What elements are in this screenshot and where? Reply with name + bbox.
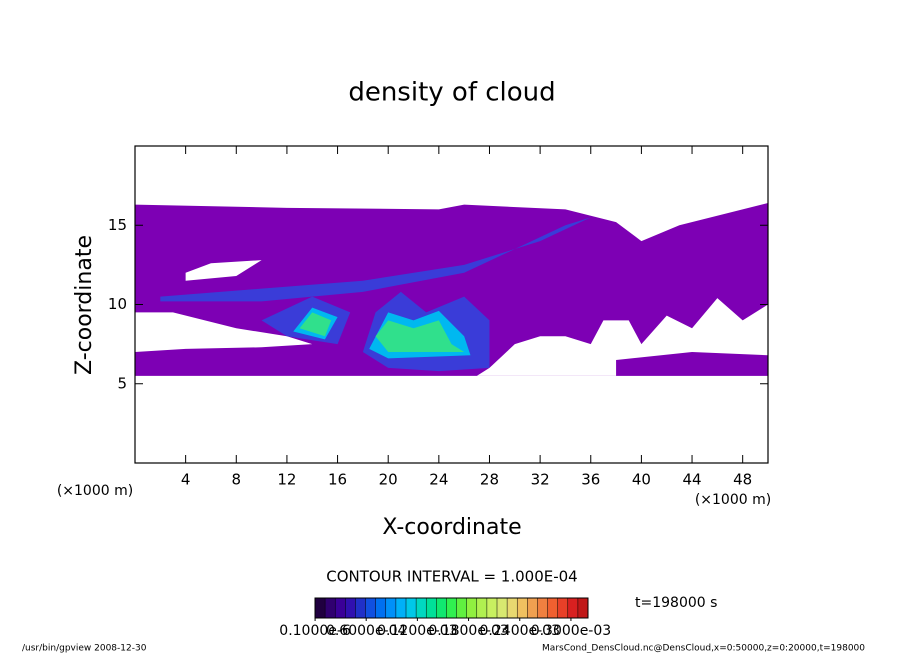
x-tick-label: 24 xyxy=(429,471,448,489)
cloud-region xyxy=(135,312,313,353)
colorbar-label: 0.3000e-03 xyxy=(531,623,611,639)
x-tick-label: 36 xyxy=(581,471,600,489)
colorbar-swatch xyxy=(547,598,558,618)
colorbar-swatch xyxy=(527,598,538,618)
field xyxy=(135,203,768,376)
x-tick-label: 20 xyxy=(379,471,398,489)
x-tick-label: 12 xyxy=(277,471,296,489)
x-axis-label: X-coordinate xyxy=(382,515,521,540)
x-tick-label: 44 xyxy=(682,471,701,489)
contour-interval: CONTOUR INTERVAL = 1.000E-04 xyxy=(326,568,577,586)
colorbar-label: 0.1000e-6 xyxy=(279,623,351,639)
colorbar-swatch xyxy=(406,598,417,618)
footer-left: /usr/bin/gpview 2008-12-30 xyxy=(22,644,147,654)
colorbar-swatch xyxy=(385,598,397,618)
x-tick-label: 8 xyxy=(232,471,242,489)
colorbar-swatch xyxy=(517,598,528,618)
colorbar-swatch xyxy=(436,598,447,618)
colorbar-swatch xyxy=(537,598,548,618)
x-tick-label: 32 xyxy=(531,471,550,489)
colorbar-swatch xyxy=(395,598,407,618)
y-tick-label: 15 xyxy=(108,216,127,234)
y-tick-label: 5 xyxy=(117,374,127,392)
x-tick-label: 40 xyxy=(632,471,651,489)
colorbar-swatch xyxy=(486,598,498,618)
footer-right: MarsCond_DensCloud.nc@DensCloud,x=0:5000… xyxy=(542,644,865,654)
colorbar-swatch xyxy=(365,598,376,618)
colorbar-swatch xyxy=(567,598,579,618)
cloud-region xyxy=(375,320,465,353)
colorbar-swatch xyxy=(476,598,488,618)
y-axis-label: Z-coordinate xyxy=(72,235,97,375)
colorbar-label: 0.1800e-03 xyxy=(428,623,508,639)
colorbar-swatch xyxy=(355,598,366,618)
colorbar-swatch xyxy=(345,598,356,618)
colorbar-swatch xyxy=(315,598,326,618)
colorbar-label: 0.1200e-03 xyxy=(377,623,457,639)
cloud-region xyxy=(299,312,332,337)
cloud-region xyxy=(616,352,768,376)
colorbar-swatch xyxy=(507,598,518,618)
cloud-region xyxy=(160,217,591,302)
colorbar-swatch xyxy=(466,598,478,618)
colorbar-swatch xyxy=(456,598,467,618)
y-tick-label: 10 xyxy=(108,295,127,313)
x-unit-right: (×1000 m) xyxy=(695,492,771,508)
cloud-region xyxy=(185,260,262,281)
colorbar-swatch xyxy=(375,598,387,618)
colorbar-swatch xyxy=(497,598,508,618)
colorbar-label: 0.2400e-03 xyxy=(480,623,560,639)
x-unit-left: (×1000 m) xyxy=(57,483,133,499)
colorbar-label: 0.6000e-04 xyxy=(326,623,407,639)
colorbar-swatch xyxy=(426,598,437,618)
colorbar-frame xyxy=(314,597,589,619)
x-tick-label: 16 xyxy=(328,471,347,489)
colorbar-swatch xyxy=(577,598,589,618)
x-tick-label: 4 xyxy=(181,471,191,489)
time-label: t=198000 s xyxy=(635,595,717,611)
x-tick-label: 48 xyxy=(733,471,752,489)
colorbar-swatch xyxy=(446,598,457,618)
colorbar-swatch xyxy=(335,598,346,618)
colorbar-swatch xyxy=(325,598,336,618)
colorbar-swatch xyxy=(557,598,569,618)
colorbar-swatch xyxy=(416,598,427,618)
chart-title: density of cloud xyxy=(348,78,555,108)
x-tick-label: 28 xyxy=(480,471,499,489)
